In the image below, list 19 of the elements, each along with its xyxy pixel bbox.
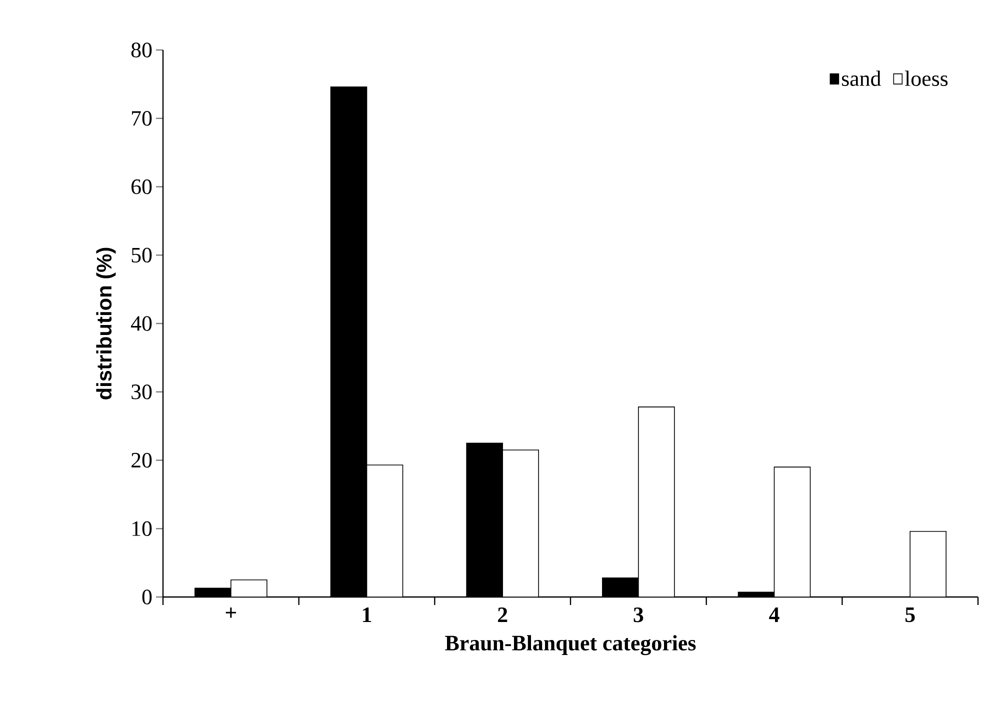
y-tick-label: 50 — [132, 248, 152, 263]
x-tick-label: 1 — [363, 608, 372, 622]
y-tick-label: 0 — [142, 590, 152, 604]
y-tick-label: 20 — [132, 452, 152, 468]
x-tick-label: 5 — [905, 608, 915, 622]
x-tick-label: 2 — [498, 608, 508, 622]
legend-label: sand — [842, 70, 881, 86]
y-tick-label: 30 — [132, 384, 152, 400]
y-tick-label: 10 — [132, 521, 152, 536]
y-tick-label: 40 — [130, 316, 152, 331]
y-tick-label: 60 — [132, 179, 152, 194]
x-tick-label: 4 — [769, 608, 780, 622]
y-axis-title: distribution (%) — [96, 248, 116, 400]
x-tick-label: 3 — [634, 608, 644, 622]
legend-label: loess — [904, 70, 948, 86]
y-tick-label: 70 — [132, 110, 152, 126]
x-axis-title: Braun-Blanquet categories — [445, 635, 696, 656]
y-tick-label: 80 — [131, 42, 152, 58]
x-tick-label: + — [226, 608, 236, 618]
